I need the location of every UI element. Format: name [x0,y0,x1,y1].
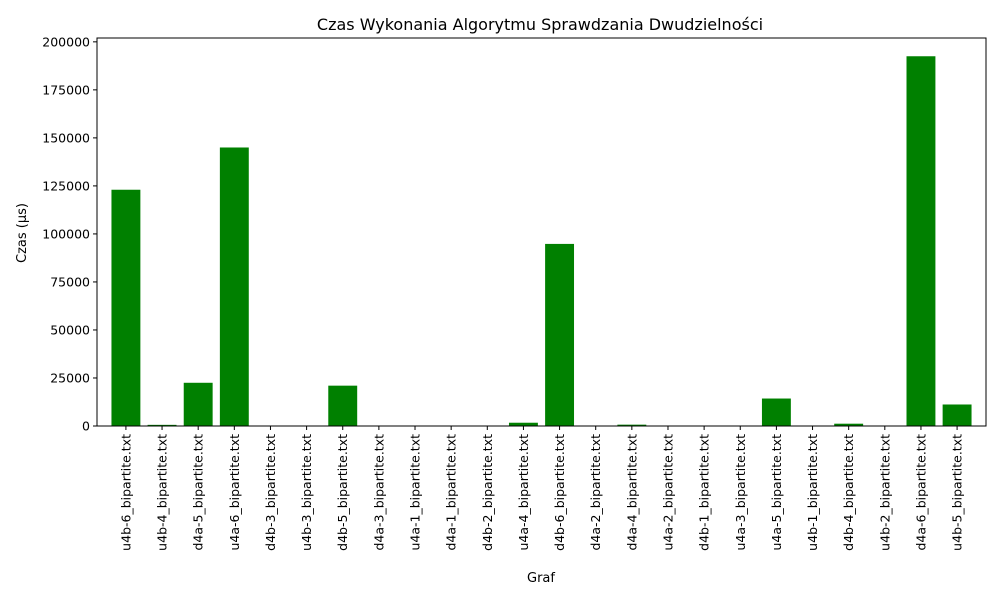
x-tick-label: d4b-3_bipartite.txt [263,434,278,551]
bar [617,424,647,426]
x-tick-label: u4a-6_bipartite.txt [227,434,242,551]
x-tick-label: d4b-5_bipartite.txt [335,434,350,551]
bar [219,147,249,427]
bar [328,385,358,426]
bar [147,424,177,426]
bar [545,243,575,426]
x-tick-label: u4b-6_bipartite.txt [118,434,133,551]
y-tick-label: 125000 [42,178,90,193]
x-tick-label: d4a-2_bipartite.txt [588,434,603,551]
x-tick-label: u4b-4_bipartite.txt [155,434,170,551]
plot-area: 0 25000 50000 75000 100000 125000 150000 175000… [42,34,987,551]
x-tick-label: d4a-6_bipartite.txt [913,434,928,551]
y-tick-label: 0 [82,419,90,434]
x-tick-label: u4a-1_bipartite.txt [408,434,423,551]
x-tick-label: d4b-2_bipartite.txt [480,434,495,551]
bar [906,56,936,426]
x-tick-label: d4a-4_bipartite.txt [624,434,639,551]
x-tick-label: d4b-4_bipartite.txt [841,434,856,551]
y-tick-label: 50000 [50,322,90,337]
x-tick-label: d4a-1_bipartite.txt [444,434,459,551]
y-tick-label: 150000 [42,130,90,145]
plot-frame [96,37,987,427]
bar [111,189,141,426]
x-tick-label: u4a-3_bipartite.txt [733,434,748,551]
y-axis-label: Czas (µs) [15,203,30,263]
y-tick-label: 200000 [42,34,90,49]
x-tick-label: u4a-4_bipartite.txt [516,434,531,551]
bar [183,382,213,426]
x-tick-label: u4b-3_bipartite.txt [299,434,314,551]
x-axis-label: Graf [527,571,555,586]
x-tick-label: d4b-6_bipartite.txt [552,434,567,551]
y-tick-label: 100000 [42,226,90,241]
x-tick-label: u4a-5_bipartite.txt [769,434,784,551]
x-tick-label: u4b-5_bipartite.txt [950,434,965,551]
y-tick-label: 75000 [50,274,90,289]
chart-title: Czas Wykonania Algorytmu Sprawdzania Dwu… [317,15,763,34]
bar [942,404,972,426]
x-tick-label: d4a-3_bipartite.txt [371,434,386,551]
x-tick-label: u4a-2_bipartite.txt [660,434,675,551]
x-tick-label: u4b-1_bipartite.txt [805,434,820,551]
bar [508,422,538,426]
x-tick-label: u4b-2_bipartite.txt [877,434,892,551]
x-tick-label: d4b-1_bipartite.txt [697,434,712,551]
bar [834,423,864,426]
x-tick-label: d4a-5_bipartite.txt [191,434,206,551]
y-tick-label: 25000 [50,370,90,385]
bar [761,398,791,426]
y-tick-label: 175000 [42,82,90,97]
